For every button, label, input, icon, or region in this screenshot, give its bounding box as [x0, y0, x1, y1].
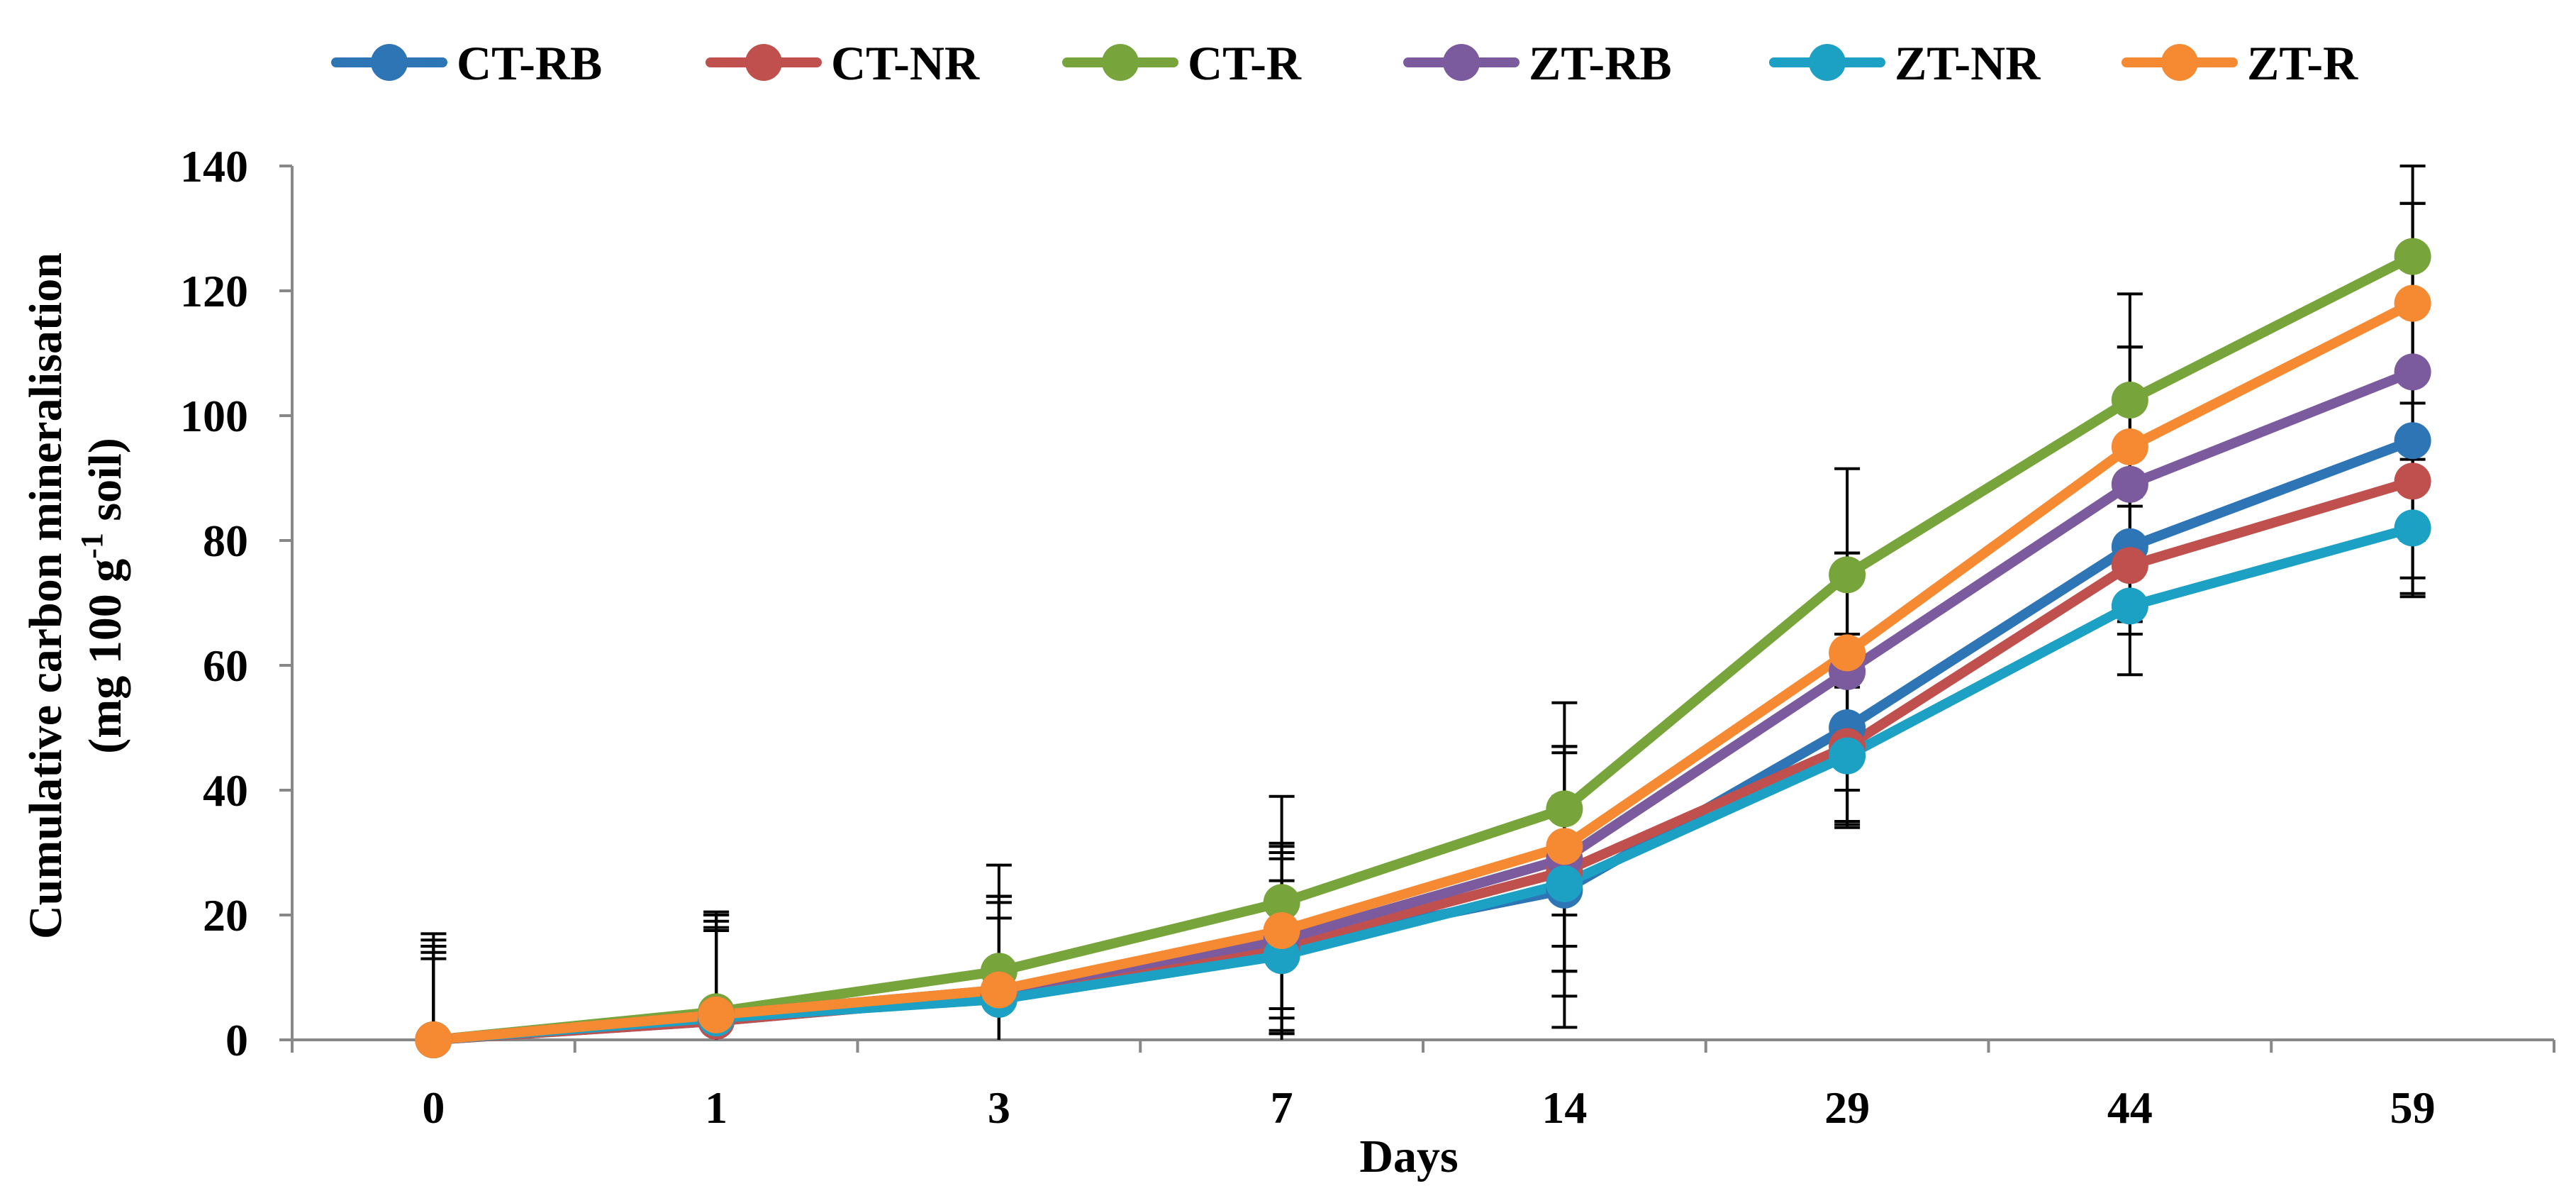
- series-line-zt-r: [428, 298, 2418, 1045]
- x-axis-ticks: 0 1 3 7 14 29 44 59: [291, 1040, 2555, 1133]
- x-axis-title: Days: [1359, 1131, 1458, 1182]
- y-tick-label: 100: [180, 391, 248, 441]
- data-point-ct-rb: [2394, 422, 2431, 460]
- legend-label: CT-NR: [831, 36, 980, 90]
- series-line-ct-rb: [428, 436, 2418, 1045]
- data-point-zt-r: [980, 971, 1017, 1009]
- data-point-ct-nr: [2394, 462, 2431, 500]
- x-tick-label: 29: [1824, 1082, 1870, 1133]
- y-tick-label: 120: [180, 266, 248, 316]
- data-point-ct-r: [1829, 556, 1866, 594]
- y-tick-label: 80: [203, 516, 248, 566]
- series-markers: [415, 238, 2431, 1058]
- data-point-ct-r: [1546, 790, 1583, 828]
- data-point-zt-rb: [2394, 353, 2431, 391]
- legend-swatch-marker: [2161, 44, 2198, 81]
- legend-item-zt-nr: ZT-NR: [1769, 36, 2041, 90]
- x-tick-label: 7: [1271, 1082, 1293, 1133]
- y-axis-unit-prefix: (mg 100 g: [79, 559, 131, 754]
- x-tick-label: 14: [1541, 1082, 1587, 1133]
- series-line-zt-rb: [428, 367, 2418, 1045]
- legend-item-ct-rb: CT-RB: [331, 36, 602, 90]
- y-tick-label: 0: [225, 1015, 248, 1065]
- data-point-zt-r: [1829, 634, 1866, 672]
- data-point-ct-nr: [2111, 547, 2148, 584]
- legend-label: ZT-NR: [1895, 36, 2041, 90]
- y-axis-unit: (mg 100 g-1 soil): [74, 438, 131, 753]
- y-tick-label: 40: [203, 765, 248, 816]
- data-point-ct-r: [2394, 238, 2431, 275]
- y-axis-unit-suffix: soil): [79, 438, 131, 533]
- data-point-zt-rb: [2111, 465, 2148, 503]
- legend-swatch-marker: [1102, 44, 1139, 81]
- y-axis-unit-superscript: -1: [74, 533, 109, 559]
- data-point-zt-r: [415, 1021, 452, 1058]
- data-point-zt-r: [1546, 828, 1583, 865]
- legend-swatch-marker: [371, 44, 408, 81]
- x-tick-label: 1: [705, 1082, 727, 1133]
- data-point-ct-r: [1263, 884, 1300, 921]
- legend-label: CT-RB: [457, 36, 602, 90]
- x-tick-label: 0: [422, 1082, 445, 1133]
- legend-label: ZT-RB: [1529, 36, 1672, 90]
- y-tick-label: 60: [203, 641, 248, 691]
- x-tick-label: 59: [2390, 1082, 2436, 1133]
- data-point-zt-r: [1263, 912, 1300, 949]
- series-line-ct-r: [428, 251, 2418, 1045]
- data-point-zt-nr: [2111, 587, 2148, 625]
- data-point-zt-r: [2394, 284, 2431, 322]
- x-tick-label: 3: [988, 1082, 1010, 1133]
- legend-swatch-marker: [745, 44, 782, 81]
- data-point-zt-nr: [1829, 737, 1866, 775]
- legend-label: CT-R: [1188, 36, 1302, 90]
- y-tick-label: 140: [180, 141, 248, 192]
- legend-swatch-marker: [1443, 44, 1480, 81]
- legend-label: ZT-R: [2247, 36, 2358, 90]
- y-tick-label: 20: [203, 890, 248, 941]
- data-point-zt-nr: [1546, 865, 1583, 902]
- legend-item-ct-nr: CT-NR: [706, 36, 980, 90]
- legend-item-ct-r: CT-R: [1062, 36, 1302, 90]
- legend-item-zt-rb: ZT-RB: [1403, 36, 1672, 90]
- legend-item-zt-r: ZT-R: [2121, 36, 2358, 90]
- y-axis-title: Cumulative carbon mineralisation: [20, 253, 72, 939]
- x-tick-label: 44: [2107, 1082, 2153, 1133]
- legend: CT-RB CT-NR CT-R ZT-RB ZT-NR ZT-R: [331, 36, 2358, 90]
- data-point-zt-r: [2111, 428, 2148, 465]
- y-axis-ticks: 0 20 40 60 80 100 120 140: [180, 141, 292, 1065]
- legend-swatch-marker: [1809, 44, 1846, 81]
- data-point-zt-r: [698, 996, 735, 1033]
- series-lines: [428, 251, 2418, 1045]
- data-point-zt-nr: [2394, 509, 2431, 547]
- data-point-ct-r: [2111, 382, 2148, 418]
